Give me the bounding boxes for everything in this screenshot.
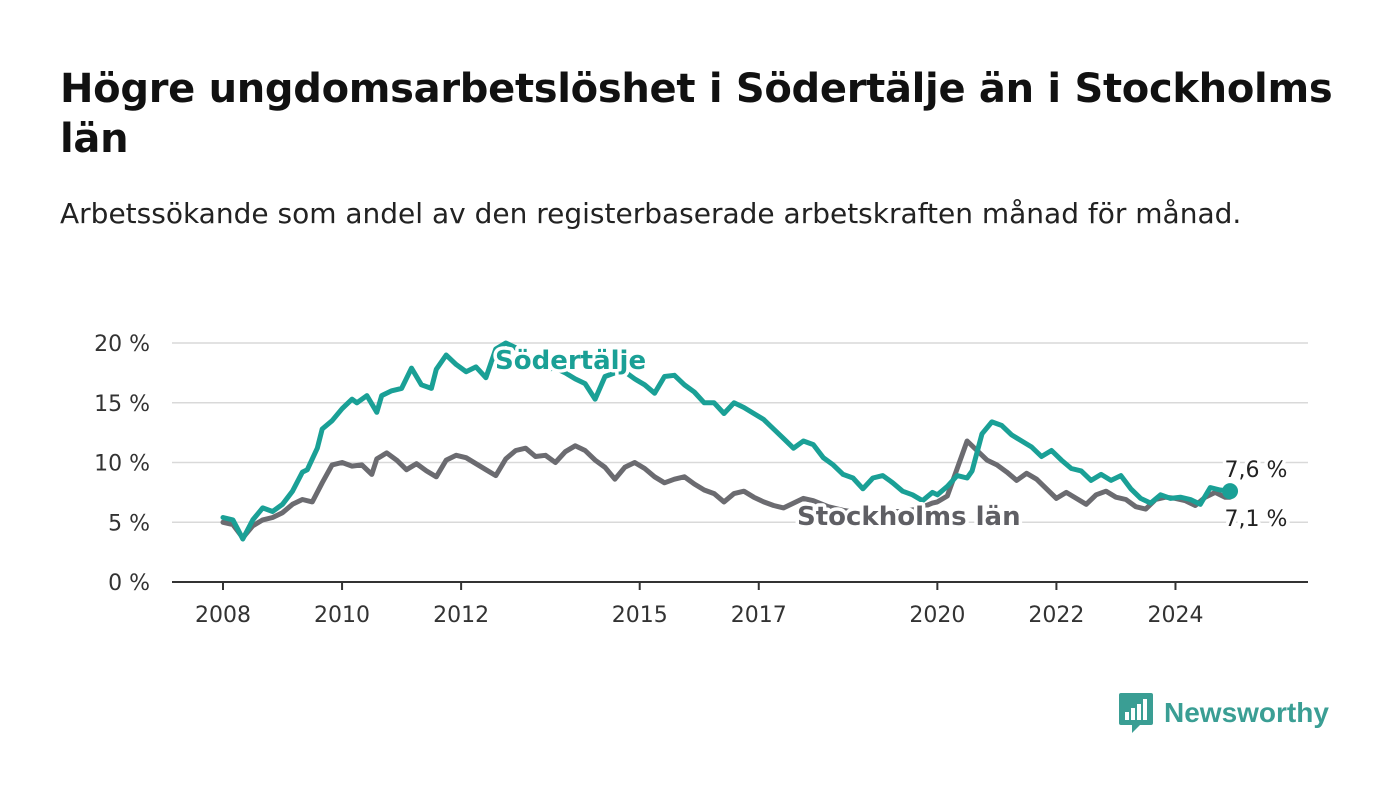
series-label-sodertalje: Södertälje xyxy=(495,346,646,376)
series-lines xyxy=(220,340,1239,542)
x-axis-ticks: 2008 2010 2012 2015 2017 2020 2022 2024 xyxy=(172,581,1308,628)
x-tick-label: 2017 xyxy=(731,603,787,628)
x-tick-label: 2024 xyxy=(1147,603,1203,628)
x-tick-label: 2012 xyxy=(433,603,489,628)
series-line-stockholms-lan xyxy=(220,438,1233,541)
y-tick-label: 5 % xyxy=(108,511,150,536)
x-tick-label: 2010 xyxy=(314,603,370,628)
end-point-marker xyxy=(1222,483,1239,500)
y-tick-label: 10 % xyxy=(94,452,150,477)
end-label-sodertalje: 7,6 % xyxy=(1225,458,1288,483)
series-labels: Södertälje Stockholms län 7,6 % 7,1 % xyxy=(492,343,1291,536)
x-tick-label: 2020 xyxy=(909,603,965,628)
brand-logo[interactable]: Newsworthy xyxy=(1118,690,1329,736)
x-tick-label: 2022 xyxy=(1028,603,1084,628)
x-tick-label: 2008 xyxy=(195,603,251,628)
chart-title: Högre ungdomsarbetslöshet i Södertälje ä… xyxy=(60,66,1333,162)
x-tick-label: 2015 xyxy=(612,603,668,628)
series-line-sodertalje xyxy=(220,340,1233,542)
chart-subtitle: Arbetssökande som andel av den registerb… xyxy=(60,197,1242,230)
bar-chart-logo-icon xyxy=(1119,693,1153,733)
y-tick-label: 0 % xyxy=(108,571,150,596)
y-tick-label: 20 % xyxy=(94,332,150,357)
end-label-stockholms-lan: 7,1 % xyxy=(1225,507,1288,532)
series-label-stockholms-lan: Stockholms län xyxy=(797,502,1021,532)
y-tick-label: 15 % xyxy=(94,392,150,417)
brand-name: Newsworthy xyxy=(1164,697,1329,728)
y-axis-ticks: 0 % 5 % 10 % 15 % 20 % xyxy=(94,332,150,596)
